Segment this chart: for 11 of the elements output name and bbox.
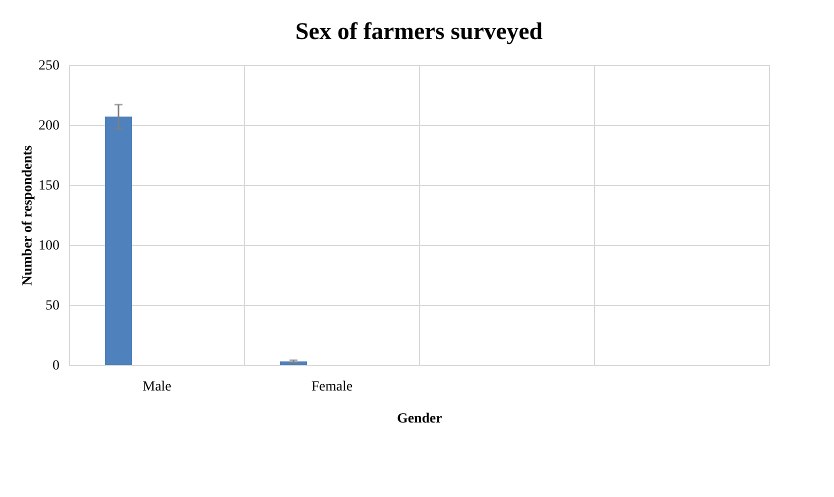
y-tick-label: 150 xyxy=(38,178,60,194)
y-tick-label: 200 xyxy=(38,118,60,134)
y-tick-label: 250 xyxy=(38,58,60,74)
x-tick-label: Male xyxy=(142,380,172,394)
y-tick-label: 100 xyxy=(38,238,60,254)
chart-title: Sex of farmers surveyed xyxy=(295,19,544,45)
y-axis-title: Number of respondents xyxy=(20,144,36,286)
y-tick-label: 50 xyxy=(46,298,60,314)
y-tick-label: 0 xyxy=(52,358,60,374)
x-axis-title: Gender xyxy=(396,412,442,426)
x-tick-label: Female xyxy=(311,380,353,394)
